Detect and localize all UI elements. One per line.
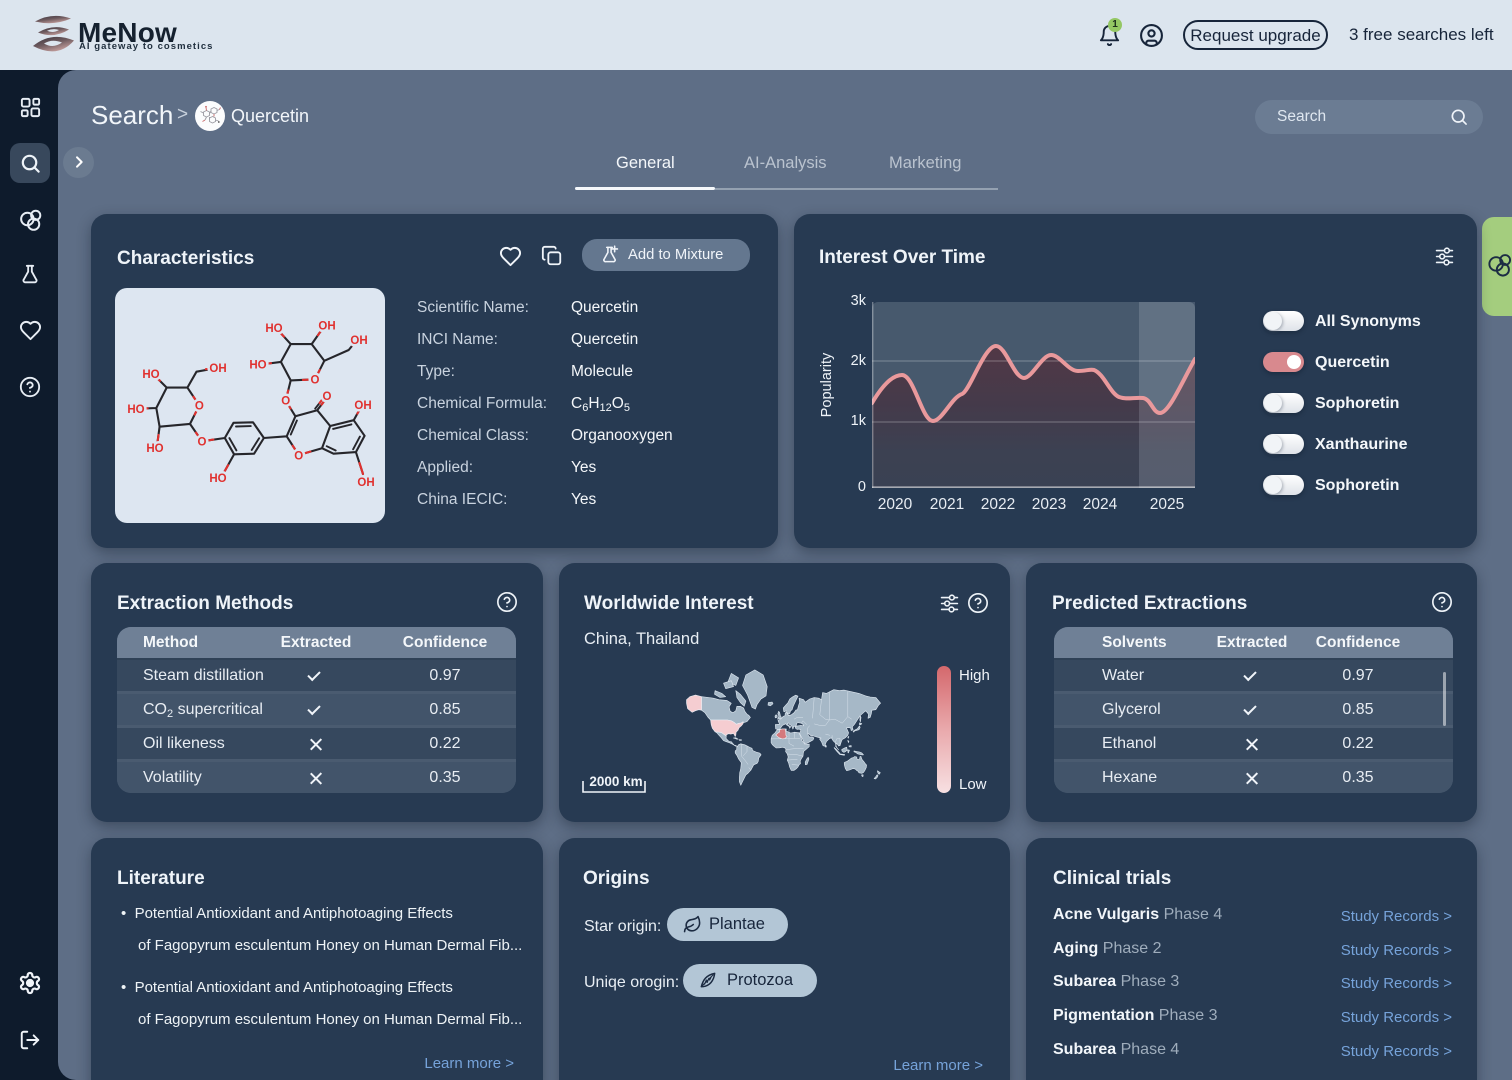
svg-text:HO: HO (127, 404, 144, 416)
svg-text:O: O (198, 436, 207, 448)
svg-text:O: O (195, 400, 204, 412)
svg-text:OH: OH (357, 477, 374, 489)
svg-text:OH: OH (354, 400, 371, 412)
svg-text:HO: HO (209, 473, 226, 485)
svg-text:HO: HO (142, 369, 159, 381)
svg-text:HO: HO (146, 443, 163, 455)
svg-text:O: O (294, 451, 303, 463)
svg-text:O: O (281, 396, 290, 408)
svg-text:OH: OH (209, 363, 226, 375)
svg-text:OH: OH (318, 321, 335, 333)
svg-text:O: O (323, 391, 332, 403)
svg-text:HO: HO (249, 360, 266, 372)
svg-text:OH: OH (350, 335, 367, 347)
svg-text:HO: HO (265, 323, 282, 335)
svg-text:O: O (311, 374, 320, 386)
